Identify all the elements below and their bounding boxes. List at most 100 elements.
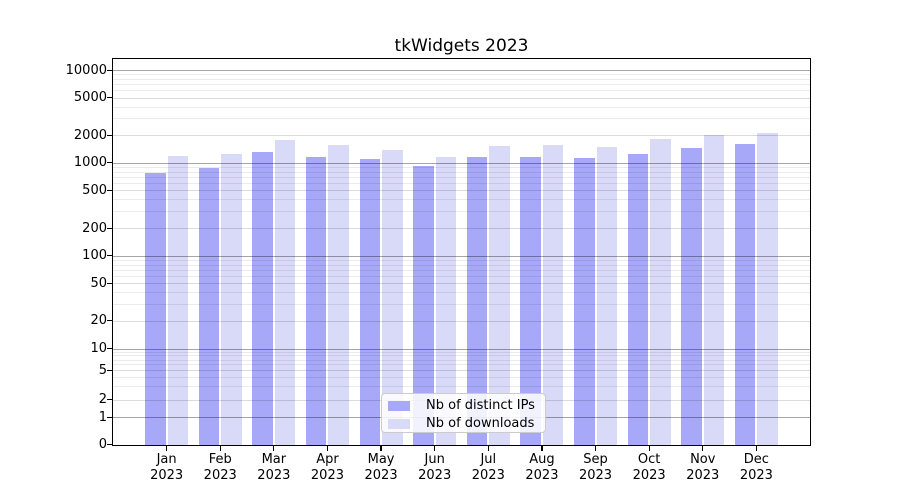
bar-downloads-oct [650,139,671,445]
x-tick-month: Dec [743,452,769,467]
grid-layer [113,59,810,445]
x-tick-label-jan: Jan 2023 [137,452,197,484]
gridline-40 [113,292,810,294]
bar-downloads-feb [221,154,242,445]
gridline-10 [113,348,810,350]
bar-distinct-ips-jan [145,173,166,445]
bar-downloads-sep [596,147,618,445]
gridline-700 [113,176,810,178]
legend-swatch-distinct-ips [388,401,410,411]
gridline-5 [113,370,810,371]
x-tick-mark-mar [273,445,275,451]
legend: Nb of distinct IPs Nb of downloads [381,393,546,433]
x-tick-month: Nov [690,452,716,467]
x-tick-year: 2023 [364,468,398,483]
x-tick-label-jul: Jul 2023 [458,452,518,484]
y-tick-mark-1 [106,416,113,418]
y-tick-mark-10000 [106,69,113,71]
y-tick-label-2: 2 [98,392,107,407]
gridline-300 [113,211,810,213]
x-tick-year: 2023 [471,468,505,483]
x-tick-month: May [367,452,395,467]
bar-distinct-ips-oct [627,154,649,445]
y-tick-label-20: 20 [90,313,107,329]
y-tick-label-1000: 1000 [73,155,107,171]
chart-title: tkWidgets 2023 [394,36,529,56]
y-tick-mark-20 [106,320,113,322]
x-tick-label-nov: Nov 2023 [673,452,733,484]
y-tick-label-10000: 10000 [65,62,107,78]
gridline-60 [113,276,810,278]
x-tick-month: Sep [583,452,608,467]
gridline-600 [113,183,810,185]
gridline-7000 [113,84,810,86]
gridline-90 [113,259,810,261]
x-tick-month: Jan [156,452,177,467]
x-tick-mark-feb [219,445,221,451]
gridline-4000 [113,106,810,108]
y-tick-label-1: 1 [98,409,107,425]
y-tick-mark-50 [106,282,113,284]
bar-distinct-ips-apr [305,156,327,445]
legend-entry-distinct-ips: Nb of distinct IPs [382,396,545,416]
x-tick-mark-may [380,445,382,451]
x-tick-mark-sep [594,445,597,451]
x-tick-label-apr: Apr 2023 [297,452,357,484]
x-tick-label-aug: Aug 2023 [512,452,572,484]
x-tick-year: 2023 [257,468,291,483]
x-tick-label-may: May 2023 [351,452,411,484]
gridline-30 [113,304,810,306]
gridline-70 [113,269,810,271]
y-tick-label-200: 200 [82,220,107,236]
gridline-5000 [113,97,810,99]
x-tick-year: 2023 [686,468,720,483]
x-tick-label-feb: Feb 2023 [190,452,250,484]
x-tick-month: Oct [637,452,661,467]
gridline-200 [113,228,810,229]
x-tick-label-oct: Oct 2023 [619,452,679,484]
y-tick-mark-1000 [106,162,113,164]
y-tick-label-5: 5 [98,362,107,378]
x-tick-year: 2023 [310,468,344,483]
x-tick-year: 2023 [739,468,773,483]
x-tick-mark-nov [702,445,704,451]
y-tick-label-500: 500 [82,182,107,198]
y-tick-mark-100 [106,255,113,257]
y-tick-mark-2 [106,399,113,401]
x-tick-label-jun: Jun 2023 [405,452,465,484]
bar-distinct-ips-feb [198,167,220,445]
gridline-4 [113,377,810,379]
bar-downloads-mar [274,140,296,445]
gridline-50 [113,283,810,285]
bar-distinct-ips-sep [574,158,595,445]
y-tick-mark-5000 [106,97,113,99]
x-tick-year: 2023 [632,468,666,483]
bar-distinct-ips-jun [413,165,434,445]
gridline-800 [113,171,810,173]
bar-downloads-jun [435,157,457,445]
gridline-100 [113,255,810,257]
x-tick-label-mar: Mar 2023 [244,452,304,484]
legend-entry-downloads: Nb of downloads [382,414,545,434]
x-tick-month: Jul [480,452,497,467]
y-tick-label-50: 50 [90,275,107,291]
bars-layer [113,59,810,445]
gridline-9 [113,351,810,353]
x-tick-mark-apr [326,445,329,451]
x-tick-mark-jul [487,445,489,451]
x-tick-mark-oct [648,445,650,451]
y-tick-label-100: 100 [82,248,107,264]
x-tick-month: Aug [529,452,555,467]
gridline-900 [113,166,810,168]
bar-distinct-ips-dec [734,143,756,445]
y-tick-mark-500 [106,189,113,191]
gridline-8000 [113,79,810,81]
gridline-6 [113,364,810,366]
x-tick-mark-jun [434,445,436,451]
gridline-500 [113,190,810,192]
gridline-8 [113,355,810,357]
bar-downloads-nov [703,135,725,445]
bar-downloads-jan [167,156,189,445]
y-tick-mark-10 [106,348,113,350]
gridline-3 [113,386,810,388]
